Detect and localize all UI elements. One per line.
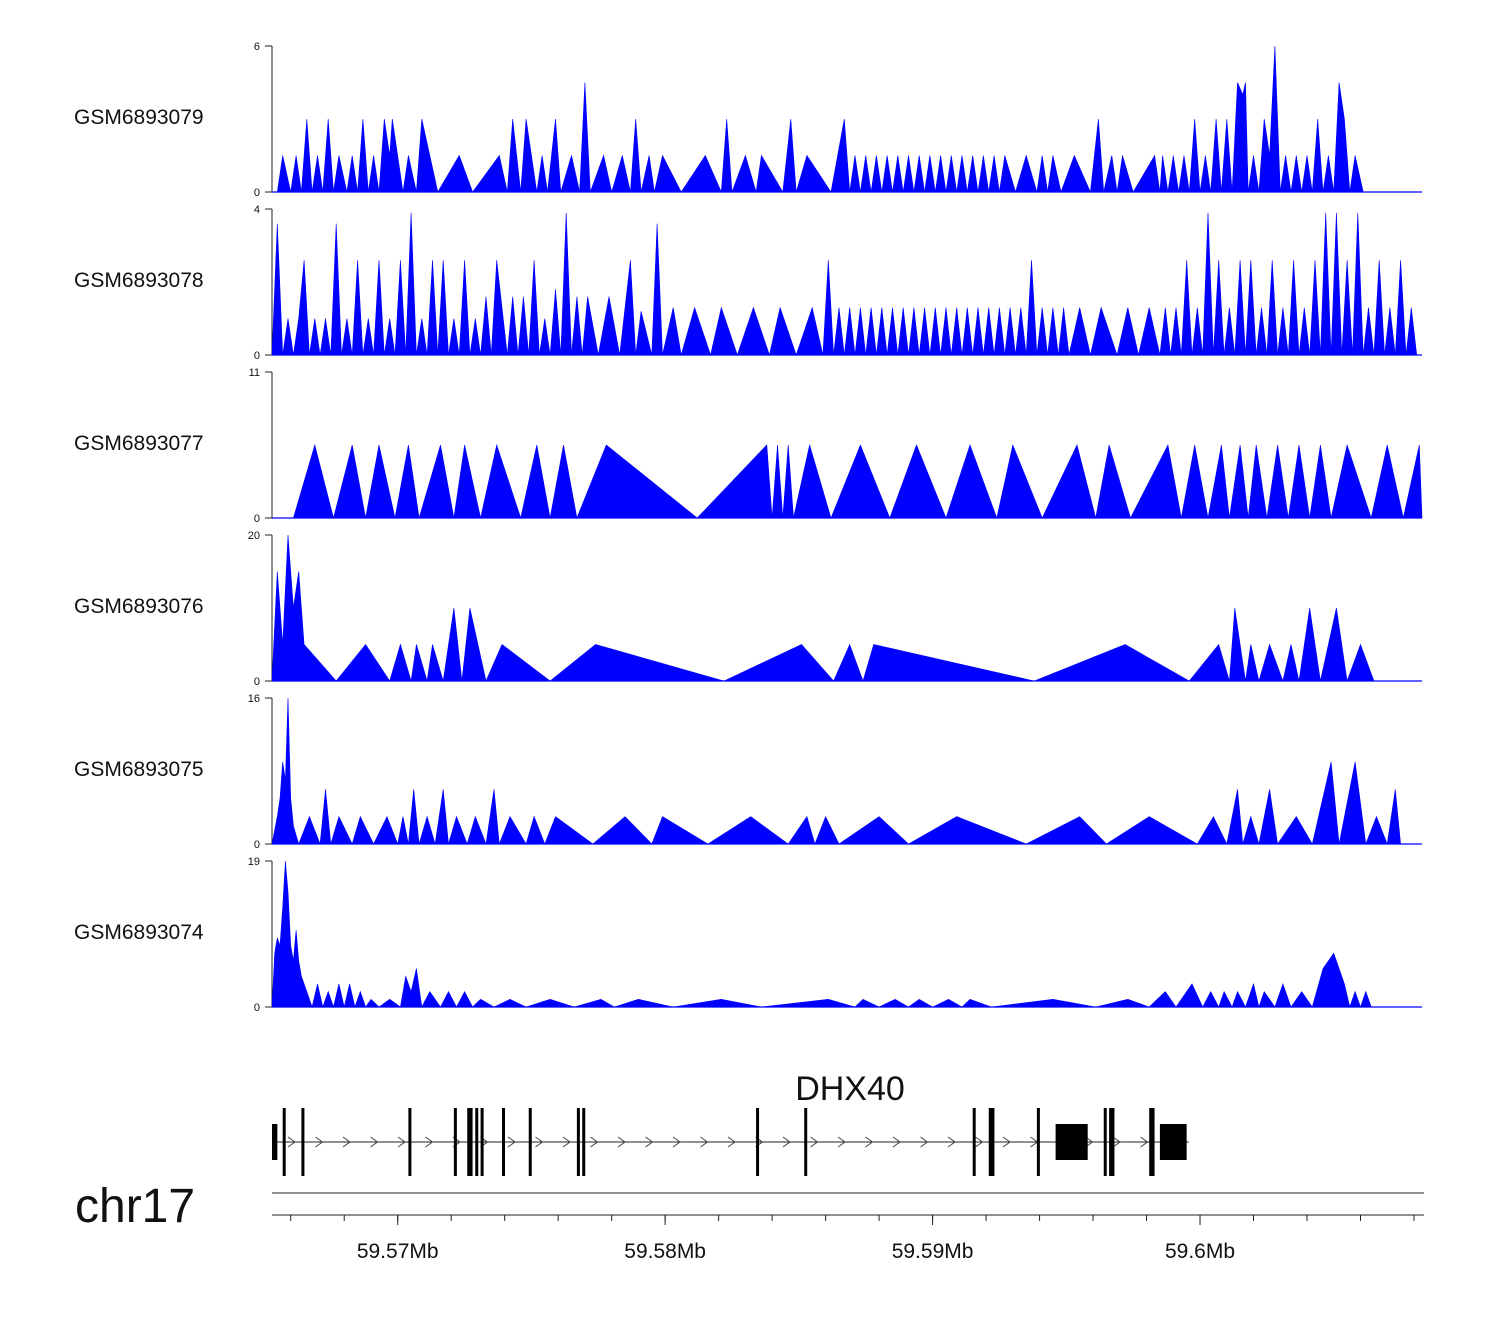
strand-arrow [590,1136,599,1148]
strand-arrow [920,1136,929,1148]
strand-arrow [535,1136,544,1148]
y-tick-label-max: 11 [249,367,260,379]
strand-arrow [700,1136,709,1148]
strand-arrow [315,1136,324,1148]
track-GSM6893074: GSM6893074 19 0 [74,856,1422,1014]
strand-arrow [1002,1136,1011,1148]
chromosome-label: chr17 [75,1180,195,1233]
exon [528,1108,532,1176]
exon [408,1108,412,1176]
exon [804,1108,808,1176]
strand-arrow [507,1136,516,1148]
exon [282,1108,286,1176]
exon [467,1108,473,1176]
strand-arrow [672,1136,681,1148]
strand-arrow [287,1136,296,1148]
gene-structure [272,1108,1189,1176]
y-tick-label-min: 0 [254,350,260,362]
track-name: GSM6893079 [74,106,204,129]
x-tick-label: 59.59Mb [892,1240,974,1263]
track-GSM6893078: GSM6893078 4 0 [74,204,1422,362]
x-tick-label: 59.6Mb [1165,1240,1235,1263]
strand-arrow [1112,1136,1121,1148]
exon [1109,1108,1115,1176]
gene-label: DHX40 [795,1070,905,1108]
y-tick-label-max: 6 [254,41,260,53]
exon [1055,1124,1088,1160]
gene-model-track: DHX40 [272,1070,1189,1176]
exon [988,1108,992,1176]
track-GSM6893079: GSM6893079 6 0 [74,41,1422,199]
coverage-area [292,443,1423,520]
y-tick-label-max: 4 [254,204,260,216]
strand-arrow [1085,1136,1094,1148]
exon [582,1108,586,1176]
track-GSM6893075: GSM6893075 16 0 [74,693,1422,851]
strand-arrow [1140,1136,1149,1148]
exon [1036,1108,1040,1176]
x-tick-label: 59.58Mb [624,1240,706,1263]
strand-arrow [370,1136,379,1148]
exon [1159,1124,1187,1160]
y-tick-label-min: 0 [254,676,260,688]
exon [453,1108,457,1176]
exon [1149,1108,1155,1176]
track-name: GSM6893074 [74,921,204,944]
strand-arrow [810,1136,819,1148]
exon [991,1108,995,1176]
strand-arrow [727,1136,736,1148]
strand-arrow [562,1136,571,1148]
coverage-area [271,534,1375,683]
exon [480,1108,484,1176]
strand-arrow [837,1136,846,1148]
y-tick-label-max: 16 [248,693,260,705]
strand-arrow [342,1136,351,1148]
track-GSM6893076: GSM6893076 20 0 [74,530,1422,688]
strand-arrow [397,1136,406,1148]
y-tick-label-max: 19 [248,856,260,868]
strand-arrow [892,1136,901,1148]
strand-arrow [947,1136,956,1148]
y-tick-label-min: 0 [254,1002,260,1014]
strand-arrow [617,1136,626,1148]
exon [475,1108,479,1176]
y-tick-label-min: 0 [254,513,260,525]
coverage-area [271,860,1372,1009]
x-tick-label: 59.57Mb [357,1240,439,1263]
exon [972,1108,976,1176]
coverage-area [276,45,1364,194]
track-GSM6893077: GSM6893077 11 0 [74,367,1423,525]
exon [576,1108,580,1176]
strand-arrow [865,1136,874,1148]
strand-arrow [425,1136,434,1148]
strand-arrow [782,1136,791,1148]
coverage-area [271,212,1418,357]
y-tick-label-min: 0 [254,187,260,199]
track-name: GSM6893077 [74,432,204,455]
strand-arrow [975,1136,984,1148]
exon [756,1108,760,1176]
exon [272,1124,278,1160]
track-name: GSM6893075 [74,758,204,781]
y-tick-label-min: 0 [254,839,260,851]
coverage-tracks: GSM689307960GSM689307840GSM6893077110GSM… [74,41,1423,1014]
exon [1103,1108,1107,1176]
genome-axis: chr17 59.57Mb 59.58Mb 59.59Mb 59.6Mb [75,1180,1424,1263]
exon [502,1108,505,1176]
exon [301,1108,305,1176]
track-name: GSM6893076 [74,595,204,618]
y-tick-label-max: 20 [248,530,260,542]
strand-arrow [645,1136,654,1148]
track-name: GSM6893078 [74,269,204,292]
coverage-area [271,697,1401,846]
